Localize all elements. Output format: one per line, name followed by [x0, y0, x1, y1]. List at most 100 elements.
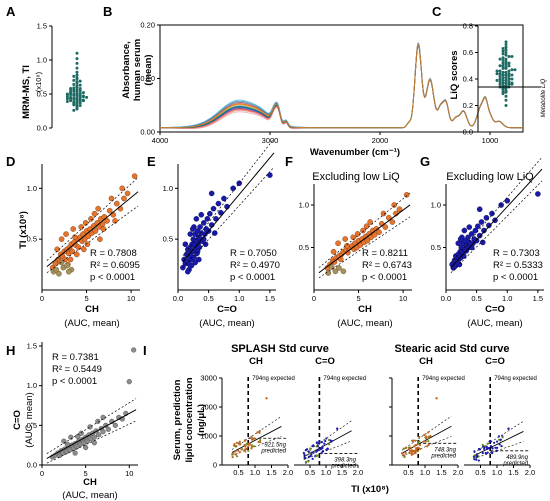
data-point [501, 49, 505, 53]
data-point [403, 191, 410, 198]
x-tick-label: 4000 [152, 136, 169, 145]
panel-label-g: G [420, 154, 430, 169]
low-liq-point [340, 268, 347, 275]
x-tick-label: 1.0 [420, 468, 430, 477]
data-point [326, 447, 329, 450]
data-point [72, 96, 76, 100]
data-point [478, 219, 485, 225]
data-point [489, 444, 493, 448]
data-point [501, 90, 505, 94]
low-liq-point [58, 259, 65, 266]
data-point [504, 62, 508, 66]
data-point [81, 236, 88, 242]
data-point [498, 80, 502, 84]
predicted-word: predicted [502, 461, 528, 467]
data-point [315, 450, 318, 453]
panel-b: Absorbance, human serum (mean) Wavenumbe… [121, 21, 524, 158]
panel-i-ylabel-2: lipid concentration [184, 377, 195, 462]
x-tick-label: 1.0 [502, 294, 512, 303]
data-point [196, 256, 202, 263]
data-point [427, 443, 430, 446]
data-point [91, 210, 98, 217]
data-point [457, 236, 464, 242]
y-tick-label: 1.0 [163, 184, 173, 193]
panel-d-stat-p: p < 0.0001 [90, 272, 135, 283]
data-point [131, 347, 137, 353]
data-point [510, 73, 514, 77]
low-liq-point [329, 264, 335, 270]
data-point [104, 218, 110, 224]
regression-line [46, 409, 137, 459]
x-tick-label: 1.0 [250, 468, 260, 477]
y-tick-label: 0.2 [463, 101, 473, 110]
ci-lower-line [46, 205, 139, 274]
data-point [100, 429, 106, 435]
data-point [504, 84, 508, 88]
data-point [248, 442, 251, 445]
data-point [256, 431, 259, 434]
data-point [78, 224, 84, 230]
y-tick-label: 0.5 [431, 243, 441, 252]
data-point [423, 433, 426, 436]
data-point [389, 219, 396, 225]
panel-c-ylabel: LiQ scores [449, 50, 460, 99]
data-point [501, 78, 505, 82]
data-point [403, 455, 406, 459]
data-point [72, 450, 78, 456]
low-liq-point [53, 266, 60, 273]
data-point [304, 460, 308, 463]
data-point [81, 94, 85, 98]
data-point [208, 190, 215, 197]
data-point [504, 197, 511, 204]
data-point [192, 259, 198, 266]
panel-h-stat-r2: R² = 0.5449 [52, 364, 102, 375]
data-point [75, 80, 79, 84]
data-point [504, 40, 508, 44]
data-point [504, 89, 508, 93]
data-point [501, 56, 505, 60]
data-point [121, 195, 127, 202]
expected-label: 794ng expected [323, 376, 366, 382]
data-point [504, 86, 508, 90]
panel-d: TI (x10⁸) CH (AUC, mean) R = 0.7808 R² =… [18, 164, 140, 329]
panel-g-stat-p: p < 0.0001 [493, 272, 538, 283]
data-point [72, 82, 76, 86]
data-point [54, 246, 60, 253]
data-point [259, 440, 262, 444]
data-point [380, 210, 387, 217]
data-point [238, 451, 241, 454]
data-point [473, 450, 476, 453]
data-point [193, 216, 200, 222]
data-point [88, 216, 94, 222]
data-point [95, 205, 101, 212]
data-point [507, 74, 511, 78]
data-point [315, 441, 319, 444]
panel-e-stat-r2: R² = 0.4970 [230, 260, 280, 271]
data-point [240, 448, 243, 451]
predicted-word: predicted [430, 453, 456, 459]
data-point [112, 422, 118, 428]
data-point [501, 436, 504, 439]
data-point [131, 173, 138, 179]
y-tick-label: 0.0 [463, 128, 473, 137]
data-point [396, 206, 403, 213]
data-point [84, 241, 91, 248]
data-point [105, 426, 111, 432]
data-point [504, 65, 508, 69]
predicted-word: predicted [260, 448, 286, 454]
x-tick-label: 2000 [372, 136, 389, 145]
data-point [410, 449, 413, 452]
data-point [95, 418, 101, 424]
data-point [307, 460, 310, 463]
data-point [472, 227, 479, 234]
data-point [307, 450, 310, 453]
data-point [234, 445, 237, 448]
data-point [484, 444, 487, 448]
data-point [486, 442, 489, 445]
panel-e-stat-p: p < 0.0001 [230, 272, 275, 283]
y-tick-label: 1.0 [27, 184, 37, 193]
y-tick-label: 0.5 [27, 421, 37, 430]
data-point [252, 445, 256, 448]
data-point [455, 240, 462, 247]
data-point [85, 95, 89, 99]
